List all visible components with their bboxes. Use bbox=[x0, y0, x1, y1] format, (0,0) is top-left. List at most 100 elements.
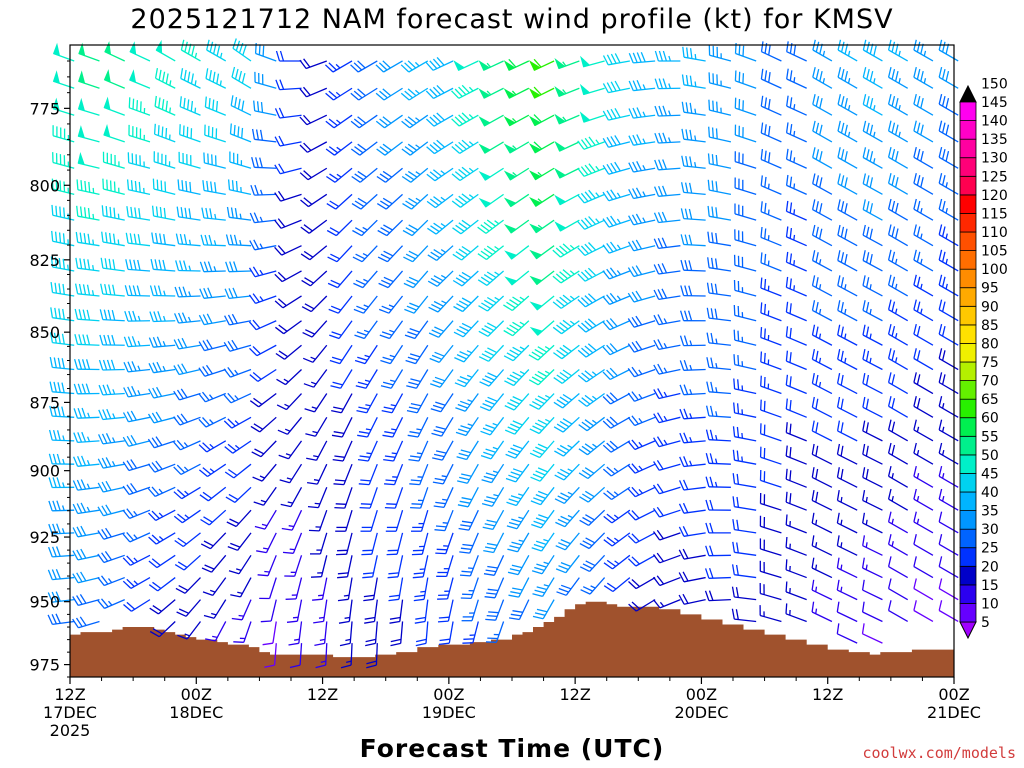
colorbar-label: 125 bbox=[981, 169, 1008, 185]
wind-barb bbox=[863, 580, 883, 600]
wind-barb bbox=[263, 621, 277, 644]
wind-barb bbox=[123, 578, 150, 589]
wind-barb bbox=[275, 271, 302, 282]
wind-barb bbox=[580, 510, 605, 525]
wind-barb bbox=[275, 246, 302, 256]
wind-barb bbox=[176, 578, 201, 594]
wind-barb bbox=[838, 397, 858, 417]
wind-barb bbox=[706, 546, 731, 556]
wind-barb bbox=[889, 250, 908, 271]
wind-barb bbox=[939, 534, 958, 555]
wind-barb bbox=[226, 262, 251, 272]
wind-barb bbox=[529, 370, 554, 385]
wind-barb bbox=[863, 67, 882, 88]
wind-barb bbox=[383, 441, 402, 461]
wind-barb bbox=[99, 385, 125, 395]
wind-barb bbox=[761, 400, 782, 418]
wind-barb bbox=[889, 348, 908, 369]
wind-barb bbox=[256, 533, 276, 553]
wind-barb bbox=[406, 345, 428, 363]
wind-barb bbox=[629, 108, 655, 119]
wind-barb bbox=[556, 533, 580, 550]
wind-barb bbox=[275, 296, 301, 308]
wind-barb bbox=[340, 621, 352, 645]
wind-barb bbox=[505, 59, 529, 70]
wind-barb bbox=[837, 602, 857, 622]
wind-barb bbox=[578, 243, 605, 256]
wind-barb bbox=[361, 533, 377, 555]
wind-barb bbox=[863, 373, 883, 393]
wind-barb bbox=[863, 535, 883, 555]
wind-barb bbox=[837, 513, 857, 533]
wind-barb bbox=[680, 503, 706, 513]
y-tick-label: 875 bbox=[29, 393, 60, 412]
credit-link[interactable]: coolwx.com/models bbox=[862, 744, 1016, 762]
wind-barb bbox=[735, 125, 756, 142]
wind-barb bbox=[706, 500, 731, 510]
wind-barb bbox=[812, 558, 832, 578]
wind-barb bbox=[734, 426, 757, 441]
wind-barb bbox=[403, 246, 427, 262]
wind-barb bbox=[554, 417, 579, 432]
wind-barb bbox=[278, 417, 302, 434]
wind-barb bbox=[435, 510, 454, 530]
colorbar-swatch bbox=[960, 492, 976, 511]
wind-barb bbox=[914, 600, 933, 621]
wind-barb bbox=[351, 115, 377, 128]
colorbar-label: 45 bbox=[981, 466, 999, 482]
wind-barb bbox=[530, 115, 554, 126]
wind-barb bbox=[401, 88, 428, 100]
wind-barb bbox=[408, 417, 428, 437]
wind-barb bbox=[225, 464, 251, 478]
wind-barb bbox=[654, 437, 681, 447]
wind-barb bbox=[389, 578, 403, 601]
wind-barb bbox=[681, 260, 706, 271]
wind-barb bbox=[628, 266, 655, 277]
wind-barb bbox=[786, 446, 806, 465]
wind-barb bbox=[628, 487, 655, 496]
wind-barb bbox=[679, 572, 705, 582]
wind-barb bbox=[426, 113, 453, 126]
wind-barb bbox=[505, 246, 529, 259]
wind-barb bbox=[402, 115, 428, 128]
wind-barb bbox=[334, 464, 353, 484]
wind-barb bbox=[175, 533, 201, 547]
wind-barb bbox=[456, 417, 478, 435]
x-tick-label: 19DEC bbox=[422, 703, 476, 722]
wind-barb bbox=[176, 234, 200, 246]
wind-barb bbox=[914, 147, 933, 168]
wind-barb bbox=[79, 44, 100, 61]
wind-barb bbox=[76, 258, 100, 271]
wind-barb bbox=[336, 533, 352, 555]
wind-barb bbox=[581, 57, 605, 67]
wind-barb bbox=[390, 600, 403, 624]
wind-barb bbox=[914, 466, 933, 487]
colorbar-swatch bbox=[960, 473, 976, 492]
x-tick-label: 18DEC bbox=[169, 703, 223, 722]
wind-barb bbox=[761, 302, 782, 320]
wind-barb bbox=[177, 600, 201, 617]
wind-barb bbox=[127, 206, 150, 220]
wind-barb bbox=[249, 320, 276, 330]
wind-barb bbox=[629, 80, 655, 90]
wind-barb bbox=[123, 435, 150, 446]
wind-barb bbox=[889, 225, 908, 246]
wind-barb bbox=[333, 441, 352, 461]
wind-barb bbox=[508, 555, 529, 574]
wind-barb bbox=[486, 621, 504, 642]
wind-barb bbox=[529, 345, 554, 360]
wind-barb bbox=[654, 484, 681, 494]
wind-barb bbox=[889, 556, 908, 577]
wind-barb bbox=[231, 95, 251, 115]
wind-barb bbox=[77, 206, 100, 220]
wind-barb bbox=[914, 396, 933, 417]
wind-barb bbox=[403, 220, 428, 235]
wind-barb bbox=[505, 194, 529, 206]
wind-barb bbox=[914, 225, 933, 246]
wind-barb bbox=[914, 300, 933, 321]
y-tick-label: 900 bbox=[29, 462, 60, 481]
wind-barb bbox=[224, 417, 251, 428]
wind-barb bbox=[761, 423, 782, 441]
wind-barb bbox=[654, 553, 681, 563]
wind-barb bbox=[150, 600, 176, 614]
